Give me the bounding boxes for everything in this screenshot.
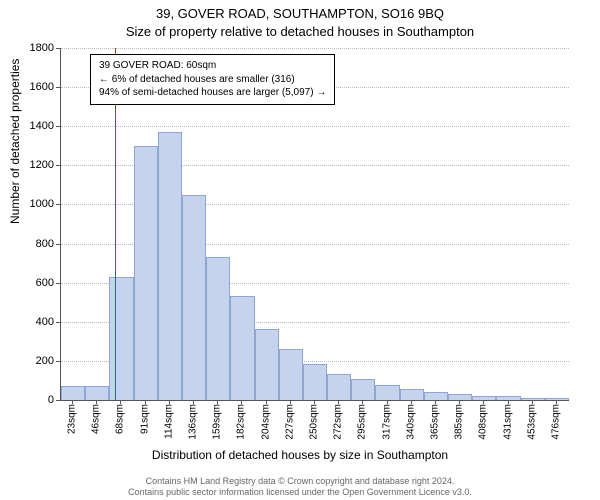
histogram-bar (206, 257, 230, 400)
y-tick-label: 200 (8, 355, 54, 367)
y-tick-label: 800 (8, 238, 54, 250)
legend-line-larger: 94% of semi-detached houses are larger (… (99, 86, 326, 100)
histogram-bar (255, 329, 279, 400)
y-tick-label: 1000 (8, 198, 54, 210)
histogram-bar (134, 146, 158, 400)
y-tick-label: 0 (8, 394, 54, 406)
x-tick-label: 91sqm (139, 404, 150, 434)
y-tick-mark (56, 48, 60, 49)
histogram-bar (424, 392, 448, 400)
x-tick-label: 385sqm (454, 404, 465, 440)
histogram-bar (472, 396, 496, 400)
y-tick-mark (56, 204, 60, 205)
y-tick-mark (56, 244, 60, 245)
histogram-bar (230, 296, 254, 400)
x-tick-label: 159sqm (212, 404, 223, 440)
histogram-bar (327, 374, 351, 400)
histogram-bar (375, 385, 399, 400)
y-tick-mark (56, 361, 60, 362)
x-tick-label: 408sqm (478, 404, 489, 440)
histogram-bar (351, 379, 375, 400)
x-tick-label: 431sqm (502, 404, 513, 440)
x-tick-label: 250sqm (309, 404, 320, 440)
histogram-bar (279, 349, 303, 400)
gridline (61, 126, 569, 127)
chart-title-line1: 39, GOVER ROAD, SOUTHAMPTON, SO16 9BQ (0, 6, 600, 21)
x-tick-label: 476sqm (550, 404, 561, 440)
x-tick-label: 136sqm (188, 404, 199, 440)
y-tick-mark (56, 322, 60, 323)
y-tick-mark (56, 126, 60, 127)
histogram-bar (109, 277, 133, 400)
histogram-bar (158, 132, 182, 400)
histogram-bar (448, 394, 472, 400)
y-tick-mark (56, 400, 60, 401)
x-tick-label: 340sqm (405, 404, 416, 440)
x-tick-label: 227sqm (284, 404, 295, 440)
footer-line2: Contains public sector information licen… (0, 487, 600, 498)
x-tick-label: 68sqm (115, 404, 126, 434)
x-tick-label: 295sqm (357, 404, 368, 440)
x-tick-label: 453sqm (526, 404, 537, 440)
chart-legend-box: 39 GOVER ROAD: 60sqm← 6% of detached hou… (90, 54, 335, 105)
y-tick-mark (56, 87, 60, 88)
histogram-bar (303, 364, 327, 400)
x-tick-label: 182sqm (236, 404, 247, 440)
x-tick-label: 272sqm (333, 404, 344, 440)
y-tick-mark (56, 165, 60, 166)
legend-line-smaller: ← 6% of detached houses are smaller (316… (99, 73, 326, 87)
histogram-bar (61, 386, 85, 400)
x-tick-label: 114sqm (163, 404, 174, 439)
histogram-bar (521, 398, 545, 400)
chart-title-line2: Size of property relative to detached ho… (0, 24, 600, 39)
gridline (61, 48, 569, 49)
legend-line-property: 39 GOVER ROAD: 60sqm (99, 59, 326, 73)
x-tick-label: 23sqm (67, 404, 78, 434)
y-tick-label: 600 (8, 277, 54, 289)
histogram-bar (85, 386, 109, 400)
histogram-bar (400, 389, 424, 400)
histogram-bar (496, 396, 520, 400)
histogram-bar (182, 195, 206, 400)
x-axis-label: Distribution of detached houses by size … (0, 448, 600, 462)
y-tick-label: 1200 (8, 159, 54, 171)
x-tick-label: 317sqm (381, 404, 392, 440)
footer-line1: Contains HM Land Registry data © Crown c… (0, 476, 600, 487)
y-tick-label: 1400 (8, 120, 54, 132)
y-tick-mark (56, 283, 60, 284)
y-tick-label: 400 (8, 316, 54, 328)
y-tick-label: 1800 (8, 42, 54, 54)
y-tick-label: 1600 (8, 81, 54, 93)
x-tick-label: 46sqm (91, 404, 102, 434)
x-tick-label: 365sqm (429, 404, 440, 440)
chart-footer: Contains HM Land Registry data © Crown c… (0, 476, 600, 498)
x-tick-label: 204sqm (260, 404, 271, 440)
histogram-bar (545, 398, 569, 400)
